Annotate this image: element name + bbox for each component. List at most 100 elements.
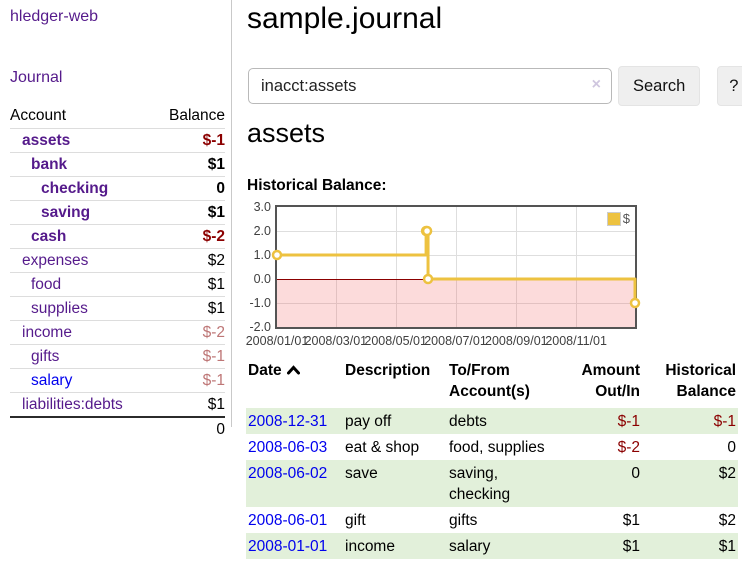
amount-cell: $1 [622, 537, 640, 555]
vertical-gridline [335, 207, 337, 327]
search-button[interactable]: Search [618, 66, 701, 106]
account-balance: $1 [153, 296, 225, 321]
amount-cell: $-1 [617, 412, 640, 430]
search-input[interactable] [248, 68, 612, 104]
brand-link[interactable]: hledger-web [10, 8, 99, 25]
account-balance: $1 [153, 152, 225, 177]
negative-region [277, 279, 635, 327]
clear-search-icon[interactable]: × [591, 76, 601, 93]
register-row: 2008-12-31 pay off debts $-1 $-1 [246, 408, 738, 434]
data-point-marker [629, 297, 641, 309]
sidebar-account-link[interactable]: checking [41, 180, 109, 197]
balance-column-header-register: Historical Balance [665, 362, 736, 400]
sidebar-account-link[interactable]: income [22, 324, 72, 341]
accounts-cell: debts [449, 412, 487, 430]
date-cell: 2008-06-01 [246, 507, 343, 533]
help-button[interactable]: ? [717, 66, 742, 106]
sidebar-account-row: food $1 [10, 272, 225, 297]
sidebar-account-row: assets $-1 [10, 128, 225, 153]
description-cell: save [345, 464, 378, 482]
sidebar-account-row: supplies $1 [10, 296, 225, 321]
sidebar-account-row: checking 0 [10, 176, 225, 201]
sidebar-account-link[interactable]: salary [31, 372, 73, 389]
accounts-cell: salary [449, 537, 491, 555]
x-tick-label: 2008/05/01 [364, 334, 427, 348]
total-row: 0 [10, 416, 225, 441]
sidebar-account-row: saving $1 [10, 200, 225, 225]
y-tick-label: -1.0 [249, 296, 271, 310]
sidebar-account-row: liabilities:debts $1 [10, 392, 225, 418]
accounts-cell: saving, checking [449, 464, 511, 503]
account-balance: $-1 [153, 368, 225, 393]
account-balance: $-2 [153, 224, 225, 249]
legend-label: $ [622, 211, 630, 226]
vertical-gridline [576, 207, 578, 327]
sidebar-account-link[interactable]: gifts [31, 348, 60, 365]
account-balance: $-2 [153, 320, 225, 345]
sidebar-account-link[interactable]: food [31, 276, 62, 293]
account-balance: $1 [153, 392, 225, 418]
page-title: sample.journal [247, 2, 443, 35]
account-balance: $-1 [153, 344, 225, 369]
description-cell: eat & shop [345, 438, 420, 456]
sidebar-item-journal[interactable]: Journal [10, 69, 63, 86]
sidebar-account-row: gifts $-1 [10, 344, 225, 369]
transaction-date-link[interactable]: 2008-01-01 [248, 537, 328, 555]
balance-column-header: Balance [153, 104, 225, 129]
legend-swatch-icon [606, 211, 621, 226]
date-cell: 2008-06-03 [246, 434, 343, 460]
sidebar-account-link[interactable]: supplies [31, 300, 88, 317]
register-row: 2008-06-01 gift gifts $1 $2 [246, 507, 738, 533]
x-tick-label: 2008/03/01 [304, 334, 368, 348]
sidebar-account-link[interactable]: saving [41, 204, 91, 221]
transaction-date-link[interactable]: 2008-06-03 [248, 438, 328, 456]
y-tick-label: 3.0 [253, 200, 271, 214]
account-balance: $-1 [153, 128, 225, 153]
register-table: Date Description To/From Account(s) Amou… [246, 360, 738, 559]
sidebar-account-link[interactable]: bank [31, 156, 68, 173]
amount-column-header: Amount Out/In [581, 362, 640, 400]
chart-plot-area: $ [271, 205, 641, 329]
sidebar-account-row: income $-2 [10, 320, 225, 345]
sidebar-account-link[interactable]: assets [22, 132, 71, 149]
balance-cell: 0 [727, 438, 736, 456]
total-balance: 0 [153, 416, 225, 441]
data-point-marker [421, 225, 433, 237]
balance-cell: $-1 [713, 412, 736, 430]
register-row: 2008-06-03 eat & shop food, supplies $-2 0 [246, 434, 738, 460]
date-column-header[interactable]: Date [246, 360, 343, 408]
sidebar-account-row: bank $1 [10, 152, 225, 177]
transaction-date-link[interactable]: 2008-06-02 [248, 464, 328, 482]
balance-cell: $2 [718, 464, 736, 482]
chart-legend: $ [604, 210, 632, 227]
date-cell: 2008-12-31 [246, 408, 343, 434]
description-cell: gift [345, 511, 366, 529]
historical-balance-chart: 3.0 2.0 1.0 0.0 -1.0 -2.0 $ 2008/01/01 2008/03… [245, 200, 675, 350]
account-balance: 0 [153, 176, 225, 201]
y-tick-label: -2.0 [249, 320, 271, 334]
register-row: 2008-01-01 income salary $1 $1 [246, 533, 738, 559]
data-point-marker [271, 249, 283, 261]
account-balance: $2 [153, 248, 225, 273]
amount-cell: 0 [631, 464, 640, 482]
account-heading: assets [247, 118, 326, 148]
sidebar-account-rows: assets $-1 bank $1 checking 0 saving $1 cash $-2 e… [10, 128, 225, 418]
accounts-column-header: To/From Account(s) [449, 362, 530, 400]
description-cell: income [345, 537, 395, 555]
sidebar-account-row: cash $-2 [10, 224, 225, 249]
y-tick-label: 2.0 [253, 224, 271, 238]
data-point-marker [422, 273, 434, 285]
account-balance-table: Account Balance assets $-1 bank $1 checking 0… [10, 104, 225, 441]
sidebar-account-row: expenses $2 [10, 248, 225, 273]
register-row: 2008-06-02 save saving, checking 0 $2 [246, 460, 738, 507]
description-column-header: Description [345, 362, 431, 379]
vertical-gridline [516, 207, 518, 327]
sidebar-account-link[interactable]: cash [31, 228, 67, 245]
date-cell: 2008-01-01 [246, 533, 343, 559]
sidebar-account-link[interactable]: liabilities:debts [22, 396, 123, 413]
accounts-cell: food, supplies [449, 438, 545, 456]
transaction-date-link[interactable]: 2008-06-01 [248, 511, 328, 529]
sidebar-account-link[interactable]: expenses [22, 252, 89, 269]
transaction-date-link[interactable]: 2008-12-31 [248, 412, 328, 430]
y-tick-label: 0.0 [253, 272, 271, 286]
